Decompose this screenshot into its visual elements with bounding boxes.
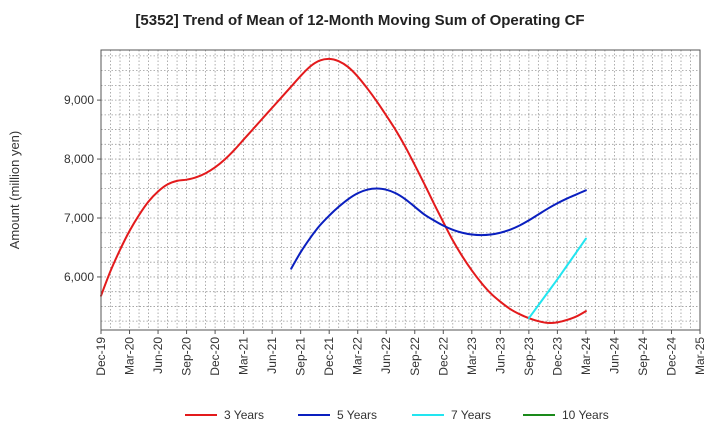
x-tick-label: Dec-19: [94, 337, 108, 376]
chart-title: [5352] Trend of Mean of 12-Month Moving …: [135, 12, 585, 29]
x-tick-label: Jun-23: [493, 337, 507, 374]
y-axis-label: Amount (million yen): [7, 131, 22, 250]
x-tick-label: Dec-23: [550, 337, 564, 376]
legend: 3 Years 5 Years 7 Years 10 Years: [185, 408, 609, 422]
series-line-7-years: [527, 237, 587, 320]
x-tick-label: Mar-21: [237, 337, 251, 375]
plot-border: [100, 49, 701, 331]
legend-label-3-years: 3 Years: [224, 408, 264, 422]
plot-area: [101, 50, 700, 330]
x-tick-label: Dec-20: [208, 337, 222, 376]
legend-label-7-years: 7 Years: [451, 408, 491, 422]
series-line-3-years: [100, 57, 587, 324]
grid: [100, 50, 701, 330]
legend-label-10-years: 10 Years: [562, 408, 609, 422]
y-tick-label: 7,000: [64, 211, 94, 225]
x-tick-label: Jun-22: [379, 337, 393, 374]
axes: 6,000 7,000 8,000 9,000 Amount (million yen)…: [7, 49, 707, 376]
x-tick-label: Mar-23: [465, 337, 479, 375]
x-tick-label: Mar-25: [693, 337, 707, 375]
series-line-5-years: [290, 187, 587, 270]
x-tick-label: Jun-21: [265, 337, 279, 374]
y-tick-label: 8,000: [64, 152, 94, 166]
y-tick-label: 6,000: [64, 270, 94, 284]
x-tick-label: Sep-23: [522, 337, 536, 376]
x-tick-label: Dec-22: [436, 337, 450, 376]
x-tick-label: Sep-24: [636, 337, 650, 376]
x-tick-label: Mar-24: [579, 337, 593, 375]
x-tick-label: Dec-24: [664, 337, 678, 376]
y-tick-label: 9,000: [64, 93, 94, 107]
x-tick-label: Sep-22: [408, 337, 422, 376]
x-tick-label: Jun-24: [607, 337, 621, 374]
x-tick-label: Sep-20: [180, 337, 194, 376]
x-tick-label: Sep-21: [294, 337, 308, 376]
x-tick-label: Jun-20: [151, 337, 165, 374]
x-tick-label: Mar-22: [351, 337, 365, 375]
x-tick-label: Mar-20: [123, 337, 137, 375]
legend-label-5-years: 5 Years: [337, 408, 377, 422]
x-tick-label: Dec-21: [322, 337, 336, 376]
series-group: [100, 57, 587, 324]
